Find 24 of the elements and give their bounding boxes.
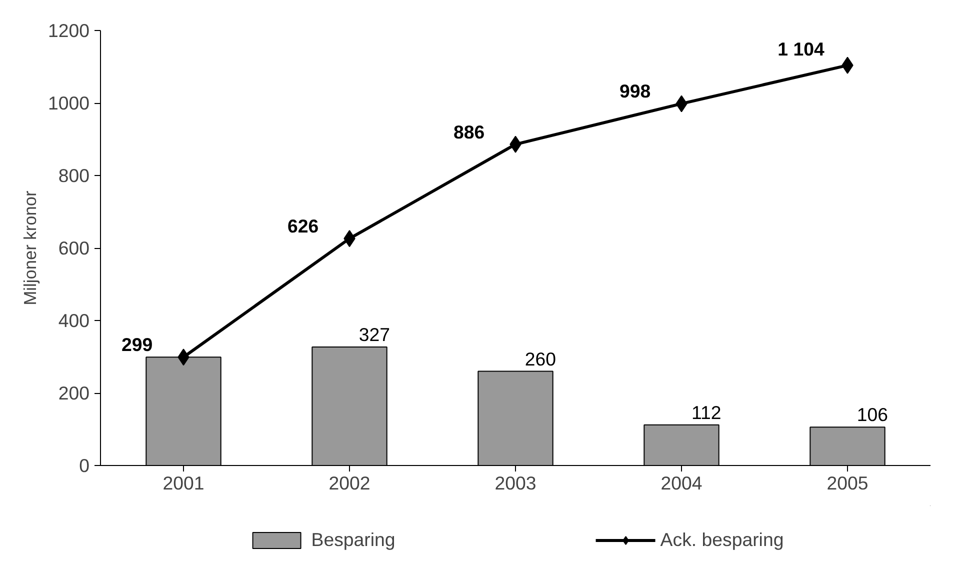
y-tick-label: 1000 [48,92,90,114]
data-label: 998 [619,80,651,102]
legend-label: Besparing [311,529,396,551]
data-label: 1 104 [778,38,825,60]
x-tick-label: 2002 [328,472,370,494]
data-label: 112 [692,402,722,423]
x-tick-label: 2005 [826,472,868,494]
y-tick-label: 0 [79,455,90,476]
data-label: 327 [358,324,390,345]
x-tick-label: 2004 [660,472,702,494]
data-label: 106 [856,404,888,426]
x-tick-label: 2001 [162,472,204,494]
legend-label: Ack. besparing [660,529,784,551]
data-label: 260 [524,348,556,370]
y-axis-title: Miljoner kronor [20,190,40,306]
data-label: 886 [453,121,485,142]
x-tick-label: 2003 [494,472,536,494]
y-tick-label: 400 [58,310,90,331]
data-label: 299 [121,334,153,356]
y-tick-label: 1200 [48,20,90,41]
data-label: 626 [287,216,319,237]
y-tick-label: 800 [58,165,90,186]
y-tick-label: 200 [58,382,90,404]
y-tick-label: 600 [58,238,90,258]
